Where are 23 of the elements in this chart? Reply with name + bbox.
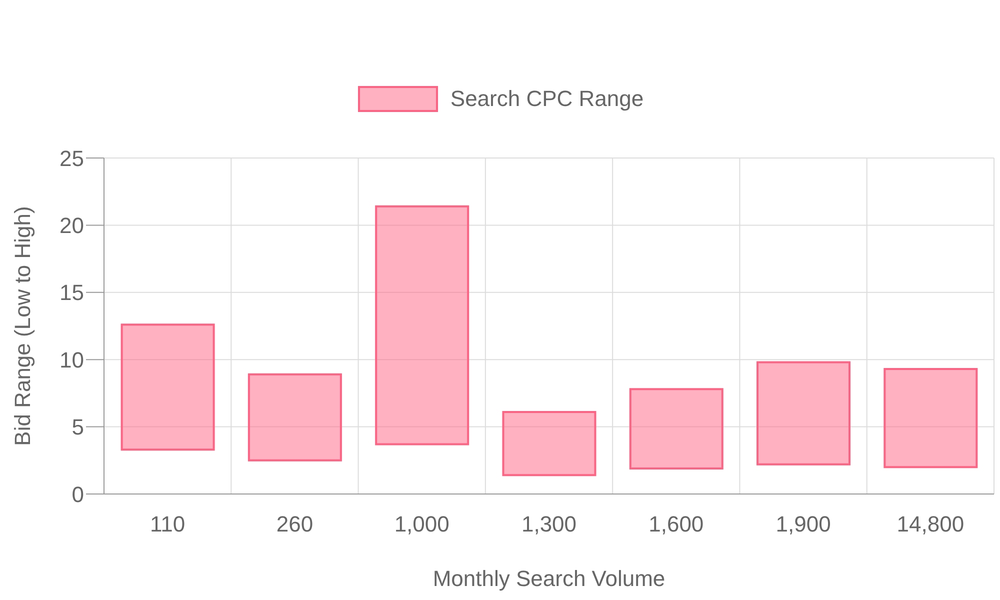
bar <box>629 388 724 470</box>
y-tick-label: 0 <box>72 482 84 507</box>
x-tick-label: 1,000 <box>394 512 450 537</box>
x-tick-label: 1,300 <box>521 512 577 537</box>
bar <box>756 361 851 466</box>
y-tick-label: 15 <box>60 280 84 306</box>
y-tick-label: 5 <box>72 414 84 440</box>
x-tick-label: 1,900 <box>776 512 831 537</box>
x-tick-label: 1,600 <box>648 512 704 537</box>
y-tick-label: 10 <box>60 347 84 372</box>
legend-label: Search CPC Range <box>450 86 644 112</box>
bar <box>502 411 596 476</box>
x-tick-label: 260 <box>276 512 314 537</box>
bar <box>375 205 470 446</box>
x-axis-title: Monthly Search Volume <box>432 566 666 591</box>
y-tick-label: 25 <box>60 146 84 171</box>
x-tick-label: 14,800 <box>896 512 964 537</box>
bar <box>248 373 342 462</box>
y-tick-label: 20 <box>60 213 84 238</box>
x-tick-label: 110 <box>150 512 186 537</box>
y-axis-title: Bid Range (Low to High) <box>10 206 35 446</box>
bar <box>120 324 215 451</box>
bar <box>884 368 978 468</box>
